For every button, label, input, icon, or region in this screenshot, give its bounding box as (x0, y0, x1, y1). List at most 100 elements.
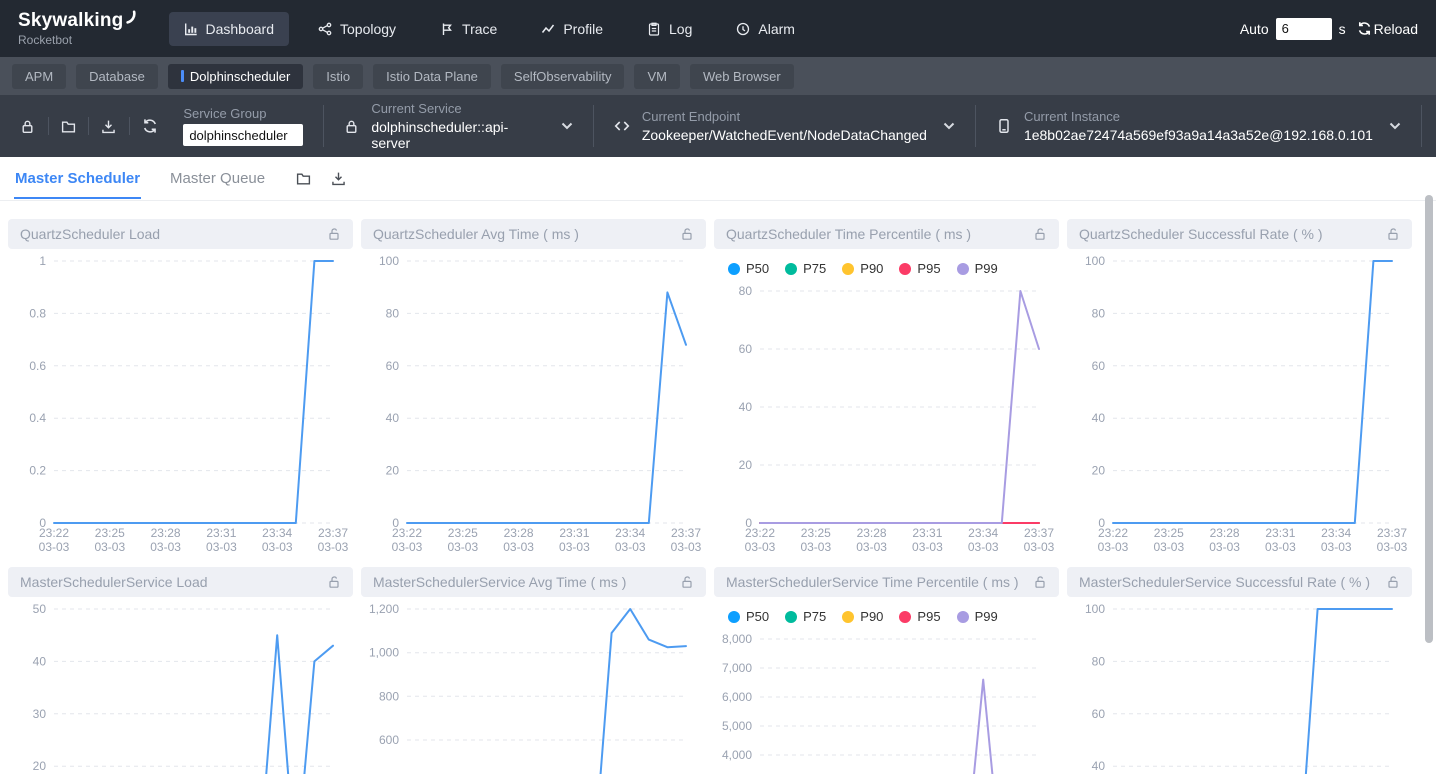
download-toolbar-icon[interactable] (89, 119, 129, 134)
legend-item-p75[interactable]: P75 (785, 261, 826, 276)
svg-text:60: 60 (1092, 359, 1106, 373)
chart-header: QuartzScheduler Time Percentile ( ms ) (714, 219, 1059, 249)
chevron-down-icon[interactable] (943, 122, 955, 130)
unlock-icon[interactable] (1033, 575, 1047, 589)
chart-plot[interactable]: 0102030405023:2203-0323:2503-0323:2803-0… (8, 597, 353, 774)
svg-text:100: 100 (1085, 254, 1105, 268)
dashboard-tab-apm[interactable]: APM (12, 63, 67, 89)
download-icon[interactable] (331, 171, 346, 186)
lock-toolbar-icon[interactable] (8, 119, 48, 134)
log-icon (647, 22, 661, 36)
dashboard-tab-database[interactable]: Database (76, 63, 158, 89)
chart-plot[interactable]: 02004006008001,0001,20023:2203-0323:2503… (361, 597, 706, 774)
service-group-input[interactable] (183, 124, 304, 146)
nav-item-dashboard[interactable]: Dashboard (168, 11, 289, 46)
scrollbar-thumb[interactable] (1425, 195, 1433, 643)
refresh-toolbar-icon[interactable] (130, 118, 170, 134)
unlock-icon[interactable] (327, 227, 341, 241)
dashboard-tab-istio[interactable]: Istio (313, 63, 364, 89)
dashboard-tab-selfobservability[interactable]: SelfObservability (500, 63, 625, 89)
dashboard-tab-vm[interactable]: VM (634, 63, 680, 89)
nav-item-topology[interactable]: Topology (303, 12, 411, 46)
group-divider (323, 105, 325, 147)
dashboard-tab-label: SelfObservability (513, 68, 612, 84)
page-tab-master-scheduler[interactable]: Master Scheduler (14, 158, 142, 199)
chevron-down-icon[interactable] (561, 122, 573, 130)
chart-title: QuartzScheduler Avg Time ( ms ) (373, 226, 579, 242)
auto-label: Auto (1239, 20, 1269, 37)
current-endpoint-selector[interactable]: Current Endpoint Zookeeper/WatchedEvent/… (600, 109, 969, 143)
svg-text:0.8: 0.8 (29, 306, 46, 320)
unlock-icon[interactable] (1386, 575, 1400, 589)
reload-button[interactable]: Reload (1357, 21, 1418, 37)
legend-item-p99[interactable]: P99 (956, 609, 998, 624)
svg-text:0.6: 0.6 (29, 359, 46, 373)
legend-item-p90[interactable]: P90 (842, 609, 883, 624)
nav-item-log[interactable]: Log (632, 12, 707, 46)
chart-panel-masterschedulerservice-avg-time-ms-: MasterSchedulerService Avg Time ( ms )02… (361, 567, 706, 774)
legend-label: P50 (746, 609, 770, 624)
chart-plot[interactable]: 01,0002,0003,0004,0005,0006,0007,0008,00… (714, 627, 1059, 774)
brand-logo[interactable]: Skywalking Rocketbot (18, 10, 139, 47)
svg-text:0: 0 (392, 516, 399, 530)
chart-panel-masterschedulerservice-time-percentile-ms-: MasterSchedulerService Time Percentile (… (714, 567, 1059, 774)
page-tab-master-queue[interactable]: Master Queue (170, 170, 266, 187)
dashboard-content: QuartzScheduler Load 0 0.2 0.4 0.6 0.8 1 23:22 0… (0, 201, 1436, 774)
legend-item-p90[interactable]: P90 (842, 261, 883, 276)
svg-text:20: 20 (386, 464, 400, 478)
chart-plot[interactable]: 02040608010023:2203-0323:2503-0323:2803-… (1067, 597, 1412, 774)
dashboard-tab-dolphinscheduler[interactable]: Dolphinscheduler (167, 63, 304, 89)
group-divider (592, 105, 594, 147)
svg-text:1,000: 1,000 (369, 646, 399, 660)
chart-title: QuartzScheduler Time Percentile ( ms ) (726, 226, 972, 242)
unlock-icon[interactable] (1033, 227, 1047, 241)
svg-text:0.4: 0.4 (29, 411, 46, 425)
folder-toolbar-icon[interactable] (49, 119, 89, 134)
chart-plot[interactable]: 0 0.2 0.4 0.6 0.8 1 23:22 03-03 23:25 03-03 23:28 0… (8, 249, 353, 559)
vertical-scrollbar[interactable] (1424, 157, 1434, 774)
auto-interval-input[interactable] (1275, 17, 1332, 40)
top-navbar: Skywalking Rocketbot Dashboard Topology Tr… (0, 0, 1436, 57)
legend-item-p95[interactable]: P95 (899, 261, 941, 276)
nav-item-alarm[interactable]: Alarm (721, 12, 810, 46)
folder-icon[interactable] (296, 171, 311, 186)
current-service-selector[interactable]: Current Service dolphinscheduler::api-se… (330, 101, 587, 151)
legend-item-p50[interactable]: P50 (728, 261, 769, 276)
unlock-icon[interactable] (327, 575, 341, 589)
nav-item-label: Log (669, 20, 693, 37)
chart-plot[interactable]: 0 20 40 60 80 23:22 03-03 23:25 03-03 23:28 03-03 2… (714, 279, 1059, 559)
unlock-icon[interactable] (1386, 227, 1400, 241)
chart-title: MasterSchedulerService Time Percentile (… (726, 574, 1019, 590)
legend-label: P50 (746, 261, 770, 276)
svg-text:80: 80 (1092, 306, 1106, 320)
nav-item-trace[interactable]: Trace (425, 12, 512, 46)
legend-item-p75[interactable]: P75 (785, 609, 826, 624)
legend-dot (956, 610, 969, 623)
legend-item-p95[interactable]: P95 (899, 609, 941, 624)
legend-label: P75 (803, 609, 827, 624)
current-instance-selector[interactable]: Current Instance 1e8b02ae72474a569ef93a9… (982, 109, 1415, 143)
dashboard-tab-istio-data-plane[interactable]: Istio Data Plane (373, 63, 491, 89)
svg-text:1,200: 1,200 (369, 602, 399, 616)
trace-icon (440, 22, 454, 36)
unlock-icon[interactable] (680, 575, 694, 589)
current-instance-value: 1e8b02ae72474a569ef93a9a14a3a52e@192.168… (1023, 127, 1373, 143)
dashboard-tab-web-browser[interactable]: Web Browser (689, 63, 794, 89)
svg-text:4,000: 4,000 (722, 748, 752, 762)
toolbar-divider (88, 117, 90, 135)
unlock-icon[interactable] (680, 227, 694, 241)
legend-item-p99[interactable]: P99 (956, 261, 998, 276)
legend-dot (728, 610, 740, 623)
legend-item-p50[interactable]: P50 (728, 609, 769, 624)
dashboard-tab-label: Dolphinscheduler (189, 68, 291, 84)
chevron-down-icon[interactable] (1389, 122, 1401, 130)
topnav-items: Dashboard Topology Trace Profile Log Alarm (168, 11, 810, 46)
nav-item-profile[interactable]: Profile (526, 12, 618, 46)
